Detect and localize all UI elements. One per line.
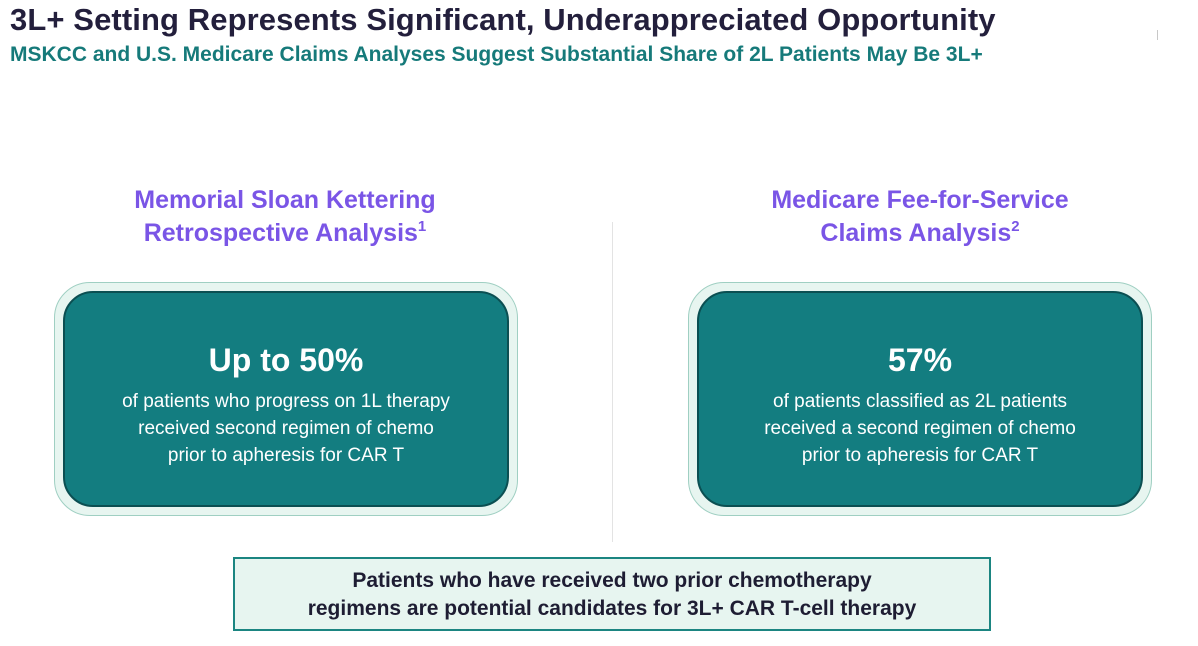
corner-divider bbox=[1157, 30, 1158, 40]
page-title: 3L+ Setting Represents Significant, Unde… bbox=[10, 2, 996, 37]
conclusion-line: Patients who have received two prior che… bbox=[352, 569, 872, 592]
medicare-heading-line2: Claims Analysis bbox=[820, 219, 1012, 247]
medicare-footnote-marker: 2 bbox=[1011, 218, 1020, 235]
medicare-desc-line: prior to apheresis for CAR T bbox=[801, 445, 1039, 466]
mskcc-heading-line1: Memorial Sloan Kettering bbox=[134, 186, 436, 214]
mskcc-heading: Memorial Sloan Kettering Retrospective A… bbox=[50, 184, 520, 250]
mskcc-desc-line: prior to apheresis for CAR T bbox=[167, 445, 405, 466]
medicare-stat-card-inner: 57% of patients classified as 2L patient… bbox=[697, 291, 1143, 507]
medicare-heading-line1: Medicare Fee-for-Service bbox=[771, 186, 1069, 214]
mskcc-desc-line: of patients who progress on 1L therapy bbox=[122, 391, 450, 412]
conclusion-box: Patients who have received two prior che… bbox=[233, 557, 991, 631]
medicare-desc-line: of patients classified as 2L patients bbox=[773, 391, 1067, 412]
conclusion-line: regimens are potential candidates for 3L… bbox=[307, 597, 917, 620]
medicare-heading: Medicare Fee-for-Service Claims Analysis… bbox=[685, 184, 1155, 250]
page-subtitle: MSKCC and U.S. Medicare Claims Analyses … bbox=[10, 43, 983, 66]
mskcc-heading-line2: Retrospective Analysis bbox=[143, 219, 418, 247]
medicare-stat-value: 57% bbox=[887, 342, 953, 378]
mskcc-stat-card-inner: Up to 50% of patients who progress on 1L… bbox=[63, 291, 509, 507]
medicare-heading-line2-wrap: Claims Analysis2 bbox=[685, 217, 1155, 250]
mskcc-footnote-marker: 1 bbox=[417, 218, 427, 235]
medicare-desc-line: received a second regimen of chemo bbox=[764, 418, 1076, 439]
mskcc-stat-card: Up to 50% of patients who progress on 1L… bbox=[54, 282, 518, 516]
mskcc-stat-value: Up to 50% bbox=[208, 342, 364, 378]
mskcc-desc-line: received second regimen of chemo bbox=[138, 418, 434, 439]
medicare-stat-description: of patients classified as 2L patients re… bbox=[699, 388, 1141, 469]
mskcc-stat-description: of patients who progress on 1L therapy r… bbox=[65, 388, 507, 469]
medicare-stat-card: 57% of patients classified as 2L patient… bbox=[688, 282, 1152, 516]
column-divider bbox=[612, 222, 613, 542]
mskcc-heading-line2-wrap: Retrospective Analysis1 bbox=[50, 217, 520, 250]
